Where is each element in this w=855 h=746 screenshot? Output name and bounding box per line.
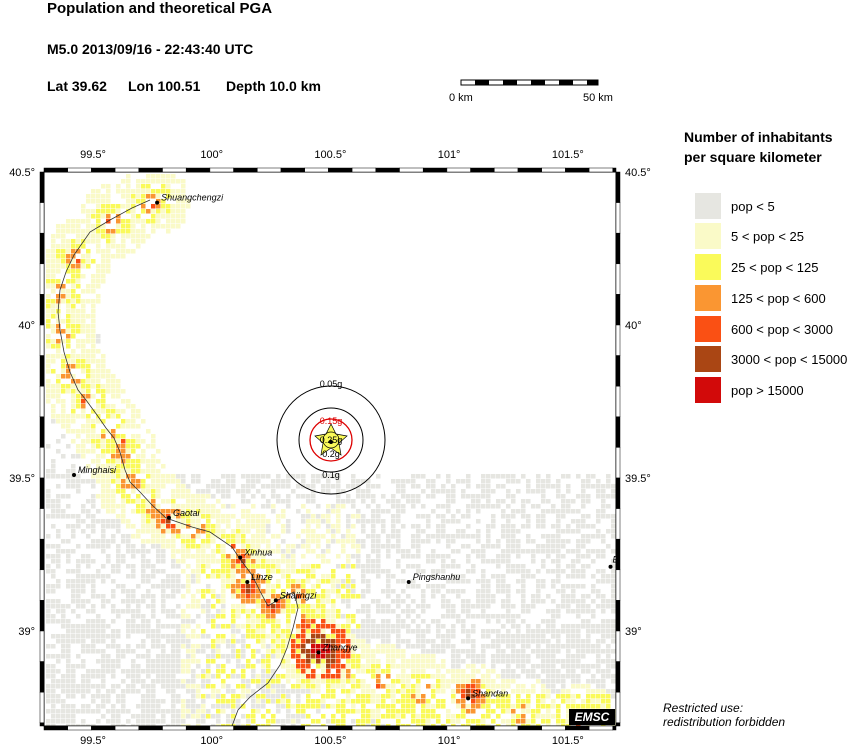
city-dot (406, 580, 411, 585)
lat-tick-label: 39.5° (625, 473, 651, 485)
depth-info: Depth 10.0 km (226, 78, 321, 94)
pga-contour-0.05g (276, 385, 386, 495)
river-line (57, 199, 299, 727)
scale-start-label: 0 km (449, 92, 473, 104)
lat-tick-label: 40.5° (625, 167, 651, 179)
lon-tick-label: 99.5° (80, 735, 106, 746)
scale-end-label: 50 km (583, 92, 613, 104)
pga-label: 0.2g (322, 449, 340, 459)
pga-label: 0.05g (320, 379, 343, 389)
city-label: Xinhua (243, 548, 272, 558)
city-dot (72, 472, 77, 477)
legend-swatch (695, 223, 721, 249)
lon-tick-label: 100° (200, 149, 223, 161)
event-info: M5.0 2013/09/16 - 22:43:40 UTC (47, 41, 254, 57)
lat-tick-label: 39.5° (9, 473, 35, 485)
map-graticule: 99.5° 99.5° 100° 100° 100.5° 100.5° 101° 101° 10… (9, 149, 651, 746)
city-label: Linze (251, 572, 273, 582)
legend-item: 125 < pop < 600 (695, 285, 826, 311)
emsc-badge: EMSC (569, 709, 615, 725)
city-dot (273, 598, 278, 603)
city-dot (245, 580, 250, 585)
city-label: Shuangchengzi (161, 193, 224, 203)
city-label: Pingshanhu (413, 572, 461, 582)
city-dot (608, 564, 613, 569)
restricted-use-note: Restricted use: redistribution forbidden (663, 701, 786, 729)
legend-item: 5 < pop < 25 (695, 223, 804, 249)
city-label: Gaotai (173, 508, 201, 518)
pga-contour-0.15g (309, 418, 353, 462)
population-density-layer (46, 174, 616, 729)
scale-bar (460, 79, 599, 86)
city-dot (166, 515, 171, 520)
city-label: Minghaisi (78, 465, 117, 475)
page-title: Population and theoretical PGA (47, 0, 273, 17)
legend-item: 3000 < pop < 15000 (695, 346, 847, 372)
pga-label: 0.15g (320, 416, 343, 426)
pga-label: 0.25g (320, 435, 343, 445)
city-label: Shandan (472, 688, 508, 698)
lon-tick-label: 101.5° (552, 735, 584, 746)
map-frame (39, 167, 621, 731)
lon-tick-label: 100.5° (314, 149, 346, 161)
city-dot (238, 555, 243, 560)
lon-tick-label: 101.5° (552, 149, 584, 161)
lat-tick-label: 40° (625, 320, 642, 332)
lon-tick-label: 100° (200, 735, 223, 746)
legend-swatch (695, 346, 721, 372)
lat-tick-label: 39° (625, 626, 642, 638)
lon-tick-label: 99.5° (80, 149, 106, 161)
lat-tick-label: 40° (18, 320, 35, 332)
city-dot (155, 200, 160, 205)
legend-item: pop > 15000 (695, 377, 804, 403)
legend-item: 600 < pop < 3000 (695, 316, 833, 342)
lat-tick-label: 39° (18, 626, 35, 638)
city-label: Shajingzi (280, 590, 318, 600)
lat-tick-label: 40.5° (9, 167, 35, 179)
legend-item: pop < 5 (695, 193, 775, 219)
legend-swatch (695, 193, 721, 219)
city-dot (316, 650, 321, 655)
epicenter-marker (329, 440, 333, 444)
lon-tick-label: 101° (438, 735, 461, 746)
pga-contours (276, 385, 386, 495)
lon-tick-label: 101° (438, 149, 461, 161)
legend-item: 25 < pop < 125 (695, 254, 818, 280)
lon-info: Lon 100.51 (128, 78, 201, 94)
pga-labels: 0.05g 0.15g 0.25g 0.2g 0.1g (320, 379, 343, 480)
legend-swatch (695, 377, 721, 403)
legend-swatch (695, 285, 721, 311)
city-dot (466, 696, 471, 701)
city-markers: Shuangchengzi Minghaisi Gaotai Xinhua Linze S… (72, 193, 620, 701)
pga-label: 0.1g (322, 470, 340, 480)
lon-tick-label: 100.5° (314, 735, 346, 746)
lat-info: Lat 39.62 (47, 78, 107, 94)
legend-swatch (695, 254, 721, 280)
pga-contour-0.1g (298, 407, 364, 473)
city-label: Zhangye (322, 642, 358, 652)
legend-title: Number of inhabitants per square kilomet… (684, 129, 833, 165)
legend-swatch (695, 316, 721, 342)
